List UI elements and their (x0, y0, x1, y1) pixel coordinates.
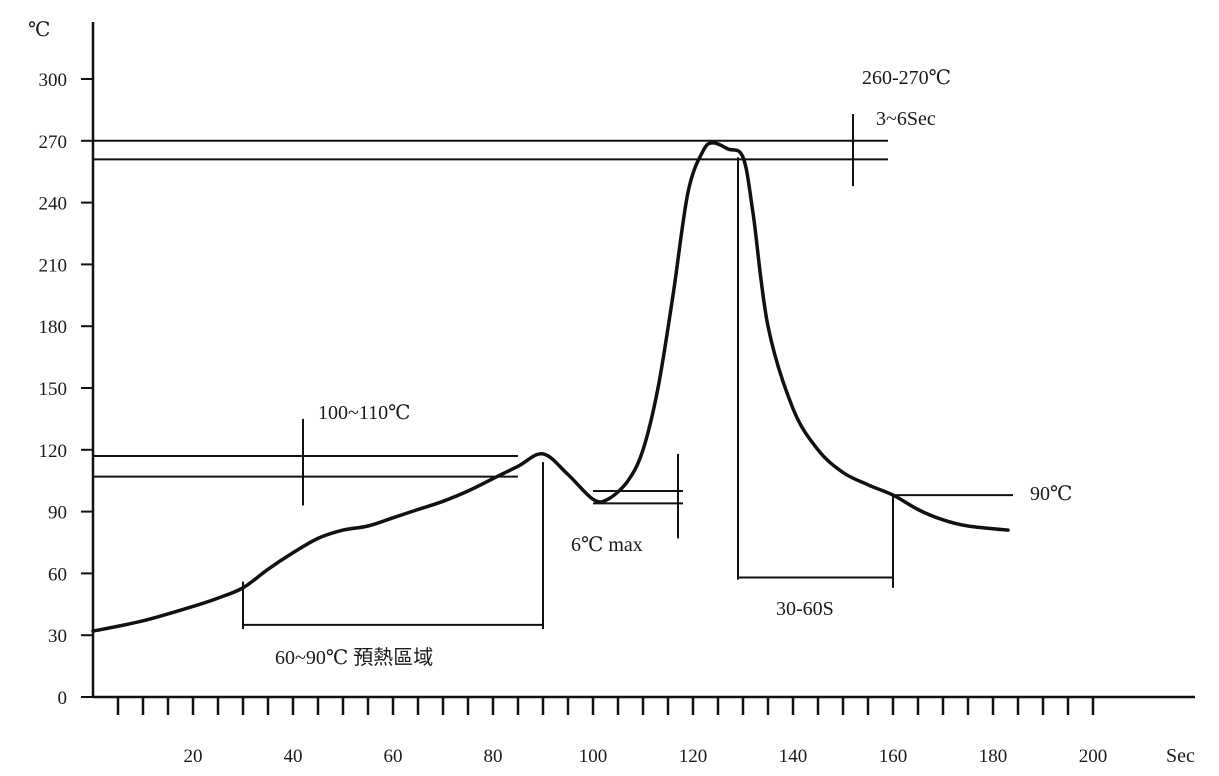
x-tick-label-200: 200 (1079, 746, 1108, 767)
annotation-preheat-peak: 100~110℃ (318, 402, 410, 424)
axes (91, 22, 1195, 699)
x-axis-ticks: 20 40 60 80 100 120 140 160 180 200 (116, 697, 1108, 767)
annotation-reflow-duration: 30-60S (776, 598, 834, 620)
y-tick-label-120: 120 (39, 441, 68, 462)
annotation-peak-temp: 260-270℃ (862, 67, 951, 89)
y-tick-label-300: 300 (39, 70, 68, 91)
y-axis-ticks: 0 30 60 90 120 150 180 210 240 270 300 (39, 70, 93, 709)
x-tick-label-120: 120 (679, 746, 708, 767)
y-tick-label-210: 210 (39, 255, 68, 276)
y-tick-label-0: 0 (58, 688, 68, 709)
y-tick-label-30: 30 (48, 626, 67, 647)
x-tick-label-80: 80 (484, 746, 503, 767)
y-tick-label-240: 240 (39, 194, 68, 215)
y-tick-label-180: 180 (39, 317, 68, 338)
x-tick-label-140: 140 (779, 746, 808, 767)
x-axis-unit-label: Sec (1166, 745, 1195, 767)
x-tick-label-180: 180 (979, 746, 1008, 767)
x-tick-label-20: 20 (184, 746, 203, 767)
annotations: 260-270℃ 3~6Sec 100~110℃ 6℃ max 90℃ 30-6… (275, 67, 1072, 669)
x-tick-label-40: 40 (284, 746, 303, 767)
y-tick-label-270: 270 (39, 132, 68, 153)
x-tick-label-160: 160 (879, 746, 908, 767)
y-tick-label-60: 60 (48, 564, 67, 585)
annotation-dip-max: 6℃ max (571, 534, 643, 556)
temperature-profile-line (91, 141, 1010, 633)
y-tick-label-90: 90 (48, 503, 67, 524)
annotation-peak-time: 3~6Sec (876, 108, 936, 130)
x-tick-label-60: 60 (384, 746, 403, 767)
annotation-preheat-zone: 60~90℃ 預熱區域 (275, 646, 433, 669)
y-tick-label-150: 150 (39, 379, 68, 400)
x-tick-label-100: 100 (579, 746, 608, 767)
reference-lines (93, 114, 1013, 630)
annotation-cool-temp: 90℃ (1030, 483, 1072, 505)
y-axis-unit-label: ℃ (28, 19, 50, 41)
